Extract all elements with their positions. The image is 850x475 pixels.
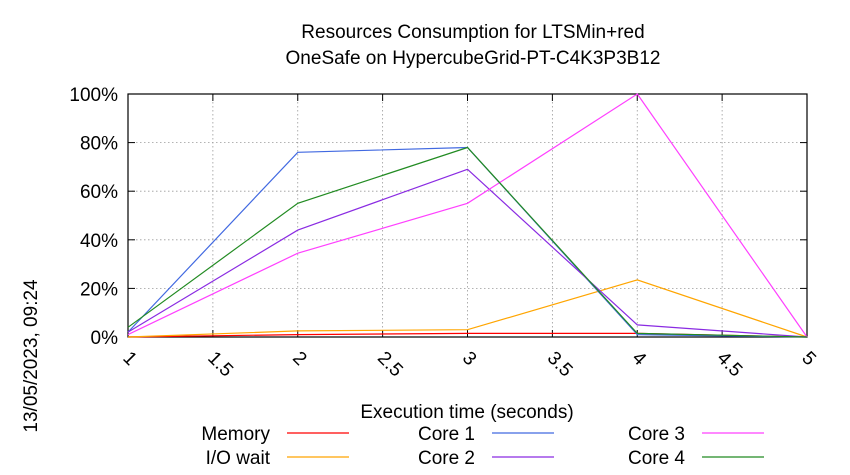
y-tick-label: 0% bbox=[91, 328, 119, 349]
y-tick-label: 80% bbox=[80, 134, 118, 155]
x-axis-label: Execution time (seconds) bbox=[360, 402, 573, 423]
y-tick-label: 100% bbox=[69, 85, 118, 106]
x-tick-label: 1.5 bbox=[203, 348, 237, 382]
x-tick-label: 2.5 bbox=[373, 348, 407, 382]
series-lines bbox=[127, 93, 808, 338]
legend-label: I/O wait bbox=[206, 448, 271, 469]
y-axis-ticks: 0% 20% 40% 60% 80% 100% bbox=[69, 85, 807, 349]
x-tick-label: 1 bbox=[118, 348, 140, 370]
legend-label: Core 1 bbox=[418, 424, 475, 445]
x-tick-label: 3.5 bbox=[543, 348, 577, 382]
x-tick-label: 3 bbox=[458, 348, 480, 370]
legend: Memory I/O wait Core 1 Core 2 Core 3 Core 4 bbox=[201, 424, 764, 469]
series-line-core-4 bbox=[127, 146, 808, 338]
legend-label: Core 3 bbox=[628, 424, 685, 445]
series-line-core-2 bbox=[127, 168, 808, 338]
x-tick-label: 4.5 bbox=[713, 348, 747, 382]
x-tick-label: 2 bbox=[288, 348, 310, 370]
timestamp-label: 13/05/2023, 09:24 bbox=[21, 279, 42, 433]
x-tick-label: 5 bbox=[797, 348, 819, 370]
legend-label: Core 4 bbox=[628, 448, 685, 469]
x-axis-ticks: 1 1.5 2 2.5 3 3.5 4 4.5 5 bbox=[118, 94, 820, 382]
y-tick-label: 60% bbox=[80, 182, 118, 203]
y-tick-label: 40% bbox=[80, 231, 118, 252]
y-tick-label: 20% bbox=[80, 279, 118, 300]
series-line-i-o-wait bbox=[127, 279, 808, 338]
chart-title-line-1: Resources Consumption for LTSMin+red bbox=[301, 22, 644, 43]
grid bbox=[128, 94, 807, 337]
x-tick-label: 4 bbox=[628, 348, 651, 371]
legend-label: Core 2 bbox=[418, 448, 475, 469]
series-line-core-3 bbox=[127, 93, 808, 338]
legend-label: Memory bbox=[201, 424, 270, 445]
chart-title-line-2: OneSafe on HypercubeGrid-PT-C4K3P3B12 bbox=[286, 48, 661, 69]
